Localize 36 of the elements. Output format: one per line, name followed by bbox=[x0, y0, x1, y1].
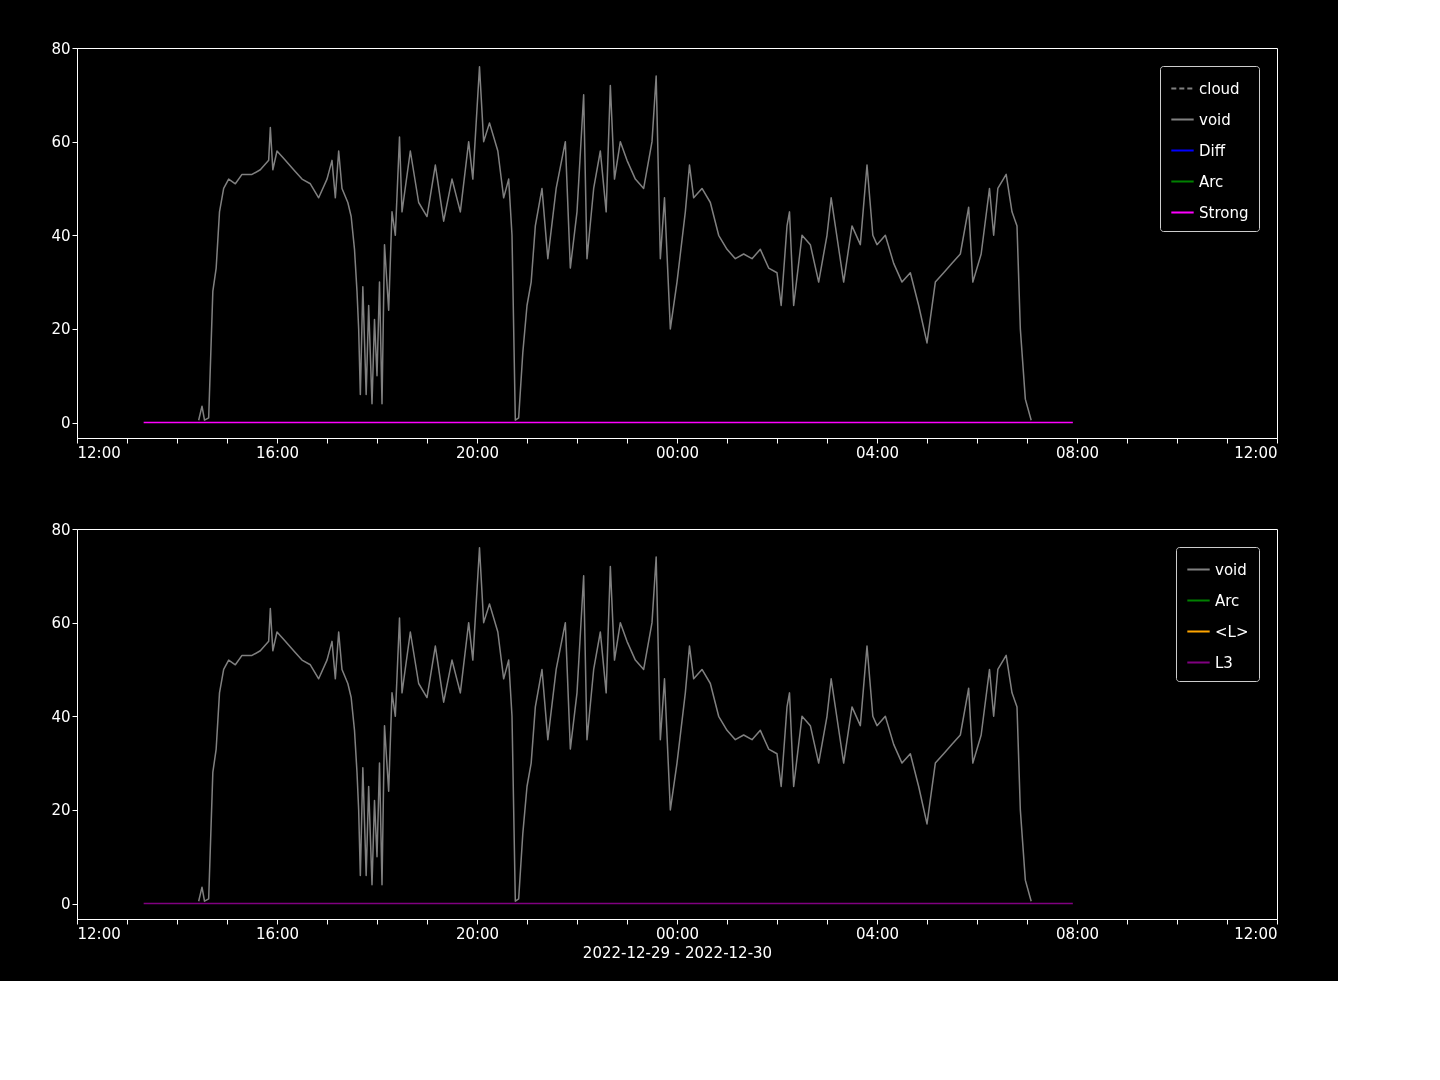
legend-label: <L> bbox=[1215, 622, 1249, 641]
x-tick-label: 12:00 bbox=[77, 443, 121, 462]
x-tick-label: 20:00 bbox=[455, 924, 500, 943]
x-tick-label: 08:00 bbox=[1055, 924, 1100, 943]
x-tick-label: 12:00 bbox=[1234, 924, 1278, 943]
x-tick-label: 16:00 bbox=[255, 924, 300, 943]
y-tick-label: 60 bbox=[51, 133, 71, 152]
line-series bbox=[197, 65, 1032, 421]
x-tick-label: 08:00 bbox=[1055, 443, 1100, 462]
y-tick-label: 80 bbox=[51, 520, 71, 539]
legend-label: Arc bbox=[1215, 591, 1240, 610]
legend-label: L3 bbox=[1215, 653, 1233, 672]
y-tick-label: 0 bbox=[60, 895, 71, 914]
y-tick-label: 60 bbox=[51, 614, 71, 633]
legend-label: Strong bbox=[1199, 203, 1249, 222]
y-tick-label: 80 bbox=[51, 39, 71, 58]
x-tick-label: 04:00 bbox=[855, 924, 900, 943]
y-tick-label: 20 bbox=[51, 801, 71, 820]
legend-label: cloud bbox=[1199, 79, 1240, 98]
x-tick-label: 16:00 bbox=[255, 443, 300, 462]
x-axis-title: 2022-12-29 - 2022-12-30 bbox=[582, 943, 773, 962]
x-tick-label: 00:00 bbox=[655, 924, 700, 943]
y-tick-label: 20 bbox=[51, 320, 71, 339]
x-tick-label: 12:00 bbox=[77, 924, 121, 943]
y-tick-label: 0 bbox=[60, 414, 71, 433]
x-tick-label: 12:00 bbox=[1234, 443, 1278, 462]
y-tick-label: 40 bbox=[51, 707, 71, 726]
legend-label: void bbox=[1215, 560, 1247, 579]
y-tick-label: 40 bbox=[51, 226, 71, 245]
x-tick-label: 20:00 bbox=[455, 443, 500, 462]
x-tick-label: 00:00 bbox=[655, 443, 700, 462]
legend-label: Arc bbox=[1199, 172, 1224, 191]
line-series bbox=[197, 546, 1032, 902]
legend-label: void bbox=[1199, 110, 1231, 129]
x-tick-label: 04:00 bbox=[855, 443, 900, 462]
legend-label: Diff bbox=[1199, 141, 1226, 160]
